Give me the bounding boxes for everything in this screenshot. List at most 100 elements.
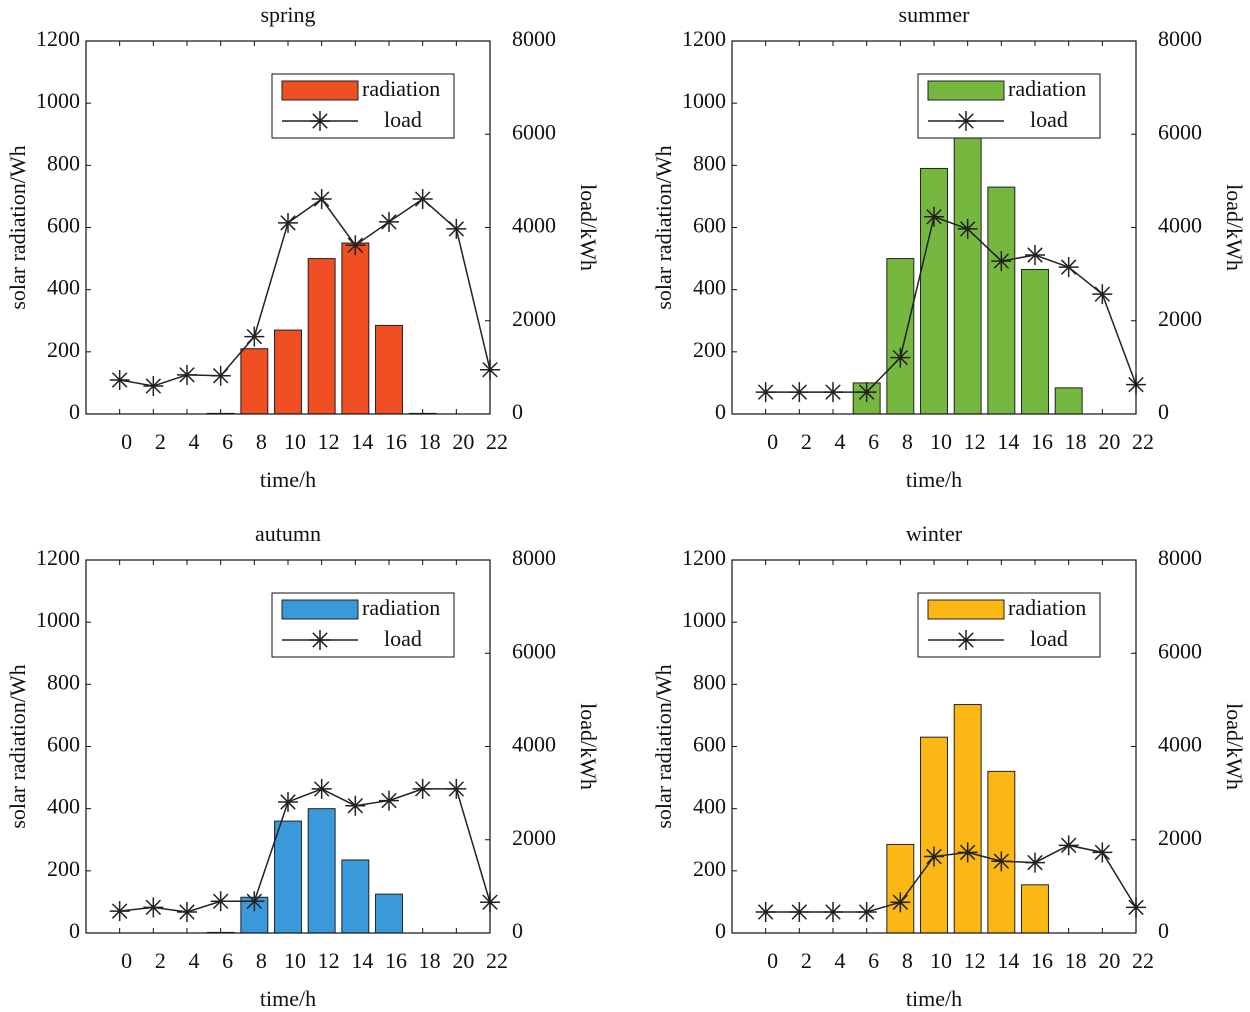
load-marker: [957, 218, 978, 239]
y2-tick-label: 4000: [1158, 213, 1202, 238]
x-tick-label: 0: [767, 948, 778, 973]
legend-label: radiation: [362, 595, 440, 620]
y2-tick-label: 0: [512, 399, 523, 424]
legend-label: load: [1030, 107, 1068, 132]
y-tick-label: 1200: [682, 545, 726, 570]
x-tick-label: 16: [1031, 429, 1053, 454]
y2-tick-label: 6000: [512, 638, 556, 663]
load-marker: [1025, 852, 1045, 873]
bar: [987, 186, 1016, 415]
x-tick-label: 6: [222, 429, 233, 454]
x-tick-label: 22: [486, 948, 508, 973]
y-tick-label: 1200: [36, 545, 80, 570]
x-tick-label: 6: [222, 948, 233, 973]
x-axis-label: time/h: [906, 467, 962, 492]
bar: [307, 258, 336, 415]
y2-tick-label: 4000: [512, 213, 556, 238]
x-tick-label: 8: [902, 948, 913, 973]
load-marker: [856, 382, 877, 403]
y-tick-label: 1000: [36, 607, 80, 632]
load-line: [765, 844, 1137, 913]
x-tick-label: 12: [964, 429, 986, 454]
y2-tick-label: 2000: [512, 306, 556, 331]
x-tick-label: 10: [930, 948, 952, 973]
y2-tick-label: 8000: [512, 26, 556, 51]
legend-label: load: [1030, 626, 1068, 651]
load-marker: [957, 842, 978, 863]
load-marker: [278, 791, 298, 812]
legend-label: load: [384, 107, 422, 132]
y2-tick-label: 2000: [1158, 306, 1202, 331]
load-marker: [379, 211, 399, 232]
load-marker: [311, 778, 332, 799]
bar: [953, 704, 982, 934]
load-line: [119, 788, 491, 913]
y-tick-label: 600: [693, 732, 726, 757]
legend-marker: [956, 630, 976, 650]
x-tick-label: 18: [419, 429, 441, 454]
x-tick-label: 10: [930, 429, 952, 454]
bar: [240, 348, 269, 415]
y-tick-label: 1000: [682, 88, 726, 113]
x-tick-label: 4: [835, 948, 846, 973]
x-tick-label: 2: [155, 429, 166, 454]
load-marker: [143, 376, 164, 397]
x-tick-label: 8: [902, 429, 913, 454]
load-marker: [210, 365, 231, 386]
x-tick-label: 18: [1065, 948, 1087, 973]
bar: [341, 859, 370, 934]
legend-marker: [310, 630, 330, 650]
x-tick-label: 14: [351, 948, 373, 973]
x-tick-label: 12: [318, 429, 340, 454]
x-tick-label: 2: [155, 948, 166, 973]
y-tick-label: 800: [47, 669, 80, 694]
x-tick-label: 8: [256, 948, 267, 973]
bar: [1054, 387, 1083, 415]
y2-tick-label: 6000: [1158, 119, 1202, 144]
x-tick-label: 22: [486, 429, 508, 454]
x-tick-label: 20: [452, 429, 474, 454]
plot-frame: [731, 559, 1137, 934]
load-marker: [755, 382, 776, 403]
x-tick-label: 6: [868, 429, 879, 454]
x-tick-label: 22: [1132, 429, 1154, 454]
x-tick-label: 0: [767, 429, 778, 454]
bar: [341, 242, 370, 415]
y2-tick-label: 2000: [512, 825, 556, 850]
y2-axis-label: load/kWh: [1222, 703, 1247, 790]
load-marker: [890, 892, 911, 913]
plot-frame: [85, 559, 491, 934]
y-tick-label: 400: [693, 794, 726, 819]
chart-title: spring: [261, 2, 316, 27]
load-marker: [244, 891, 265, 912]
legend-label: radiation: [1008, 76, 1086, 101]
load-marker: [446, 778, 467, 799]
load-marker: [991, 851, 1012, 872]
legend-label: load: [384, 626, 422, 651]
y-tick-label: 200: [693, 856, 726, 881]
y-tick-label: 1200: [682, 26, 726, 51]
load-marker: [143, 897, 164, 918]
y-tick-label: 400: [47, 275, 80, 300]
y-tick-label: 200: [47, 337, 80, 362]
y2-tick-label: 8000: [512, 545, 556, 570]
bar: [1021, 884, 1049, 934]
y-tick-label: 1000: [36, 88, 80, 113]
y-tick-label: 1200: [36, 26, 80, 51]
load-marker: [278, 212, 298, 233]
x-tick-label: 12: [318, 948, 340, 973]
y2-tick-label: 4000: [1158, 732, 1202, 757]
x-tick-label: 14: [997, 948, 1019, 973]
y2-tick-label: 6000: [1158, 638, 1202, 663]
plot-frame: [731, 40, 1137, 415]
load-marker: [412, 189, 433, 210]
x-tick-label: 20: [1098, 948, 1120, 973]
x-tick-label: 16: [385, 948, 407, 973]
x-axis-label: time/h: [260, 467, 316, 492]
chart-title: winter: [906, 521, 963, 546]
x-tick-label: 16: [1031, 948, 1053, 973]
load-marker: [109, 369, 130, 390]
chart-title: autumn: [255, 521, 321, 546]
